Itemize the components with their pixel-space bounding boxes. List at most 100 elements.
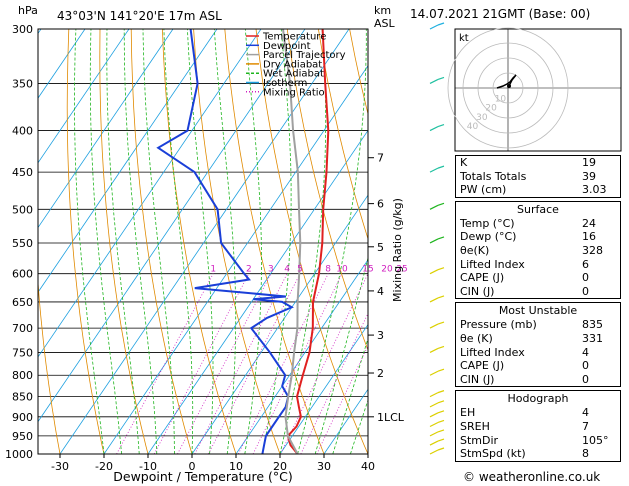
hodo-row: SREH 7 — [460, 419, 589, 433]
mixing-ratio-label: 5 — [297, 265, 303, 275]
dry-adiabat-line — [318, 29, 368, 241]
wind-barb-flag — [437, 410, 445, 414]
wind-barb — [429, 347, 439, 353]
km-tick-label: 1LCL — [377, 411, 405, 424]
pressure-tick-label: 700 — [12, 322, 33, 335]
mixing-ratio-label: 1 — [210, 265, 216, 275]
mixing-ratio-line — [194, 273, 288, 454]
isotherm-line — [103, 65, 368, 454]
series-line-dewpoint — [156, 29, 294, 454]
dry-adiabat-line — [162, 29, 237, 454]
mixing-ratio-label: 3 — [268, 265, 274, 275]
wind-barb — [429, 126, 439, 132]
surface-row: Dewp (°C) 16 — [460, 230, 596, 244]
wind-barb-flag — [437, 295, 445, 299]
mixing-ratio-line — [116, 273, 214, 454]
hodograph-ring — [477, 57, 539, 119]
isotherm-line — [38, 29, 130, 164]
index-row: K 19 — [460, 156, 596, 169]
pressure-tick-label: 350 — [12, 77, 33, 90]
hodograph-ring — [462, 42, 554, 134]
mixing-ratio-line — [237, 273, 329, 454]
wind-barb — [429, 440, 439, 446]
isotherm-line — [147, 129, 368, 454]
wind-barb-flag — [437, 368, 445, 372]
wind-barb-flag — [437, 419, 445, 424]
x-axis-label: Dewpoint / Temperature (°C) — [113, 469, 292, 484]
wind-barb-flag — [437, 76, 445, 80]
wind-barb-flag — [437, 429, 445, 433]
mixing-ratio-line — [300, 312, 368, 454]
hodo-row: EH 4 — [460, 406, 589, 420]
hodograph-ring-label: 10 — [495, 94, 507, 104]
dry-adiabat-line — [38, 277, 61, 454]
legend-entry: Wet Adiabat — [263, 69, 324, 80]
mixing-ratio-line — [177, 273, 272, 454]
wind-barb-flag — [437, 345, 445, 350]
pressure-tick-label: 650 — [12, 296, 33, 309]
wind-barb — [429, 402, 439, 408]
legend-entry: Dewpoint — [263, 41, 311, 52]
surface-row: CAPE (J) 0 — [460, 271, 589, 285]
x-tick-label: 20 — [273, 460, 287, 473]
pressure-tick-label: 600 — [12, 268, 33, 281]
x-tick-label: 30 — [317, 460, 331, 473]
mu-row: CIN (J) 0 — [460, 372, 589, 386]
plot-frame — [37, 28, 369, 455]
wet-adiabat-line — [89, 29, 122, 454]
km-tick-label: 7 — [377, 152, 384, 165]
hodograph-trace — [496, 74, 517, 89]
wind-barb-flag — [437, 236, 445, 240]
km-unit: km — [374, 4, 391, 17]
wind-barb — [429, 238, 439, 244]
mixing-ratio-label: 4 — [284, 265, 290, 275]
wind-barb — [429, 370, 439, 376]
wet-adiabat-line — [163, 29, 194, 454]
asl-unit: ASL — [374, 17, 396, 30]
mixing-ratio-axis-label: Mixing Ratio (g/kg) — [391, 198, 404, 302]
hodograph-ring — [492, 72, 524, 104]
wet-adiabat-line — [350, 398, 368, 454]
wind-barb-flag — [437, 390, 445, 394]
mixing-ratio-line — [316, 344, 368, 454]
surface-row: CIN (J) 0 — [460, 284, 589, 298]
hodograph-unit: kt — [459, 33, 469, 44]
dry-adiabat-line — [66, 29, 105, 454]
pressure-tick-label: 800 — [12, 369, 33, 382]
wet-adiabat-line — [332, 336, 368, 454]
mixing-ratio-label: 15 — [362, 265, 373, 275]
wet-adiabat-line — [262, 29, 292, 454]
most-unstable-table: Most Unstable Pressure (mb) 835 θe (K) 331… — [455, 302, 621, 388]
pressure-tick-label: 1000 — [5, 448, 33, 461]
surface-row: Lifted Index 6 — [460, 257, 589, 271]
wind-barb — [429, 421, 439, 428]
pressure-tick-label: 550 — [12, 237, 33, 250]
wind-barb — [429, 269, 439, 275]
mixing-ratio-line — [280, 273, 368, 454]
hodograph-ring-label: 30 — [476, 113, 488, 123]
legend-entry: Dry Adiabat — [263, 59, 322, 70]
legend-entry: Parcel Trajectory — [263, 50, 346, 61]
pressure-tick-label: 500 — [12, 203, 33, 216]
isotherm-line — [279, 323, 368, 454]
surface-row: θe(K) 328 — [460, 243, 603, 257]
wind-barb — [429, 167, 439, 173]
wind-barb-flag — [437, 22, 445, 26]
copyright-footer: © weatheronline.co.uk — [463, 470, 601, 484]
wind-barb-flag — [437, 202, 445, 206]
pressure-tick-label: 850 — [12, 391, 33, 404]
dry-adiabat-line — [286, 29, 368, 352]
surface-table: Surface Temp (°C) 24 Dewp (°C) 16 θe(K) 328… — [455, 200, 621, 300]
dry-adiabat-line — [130, 29, 193, 454]
km-tick-label: 4 — [377, 285, 384, 298]
wet-adiabat-line — [213, 29, 237, 454]
index-row: Totals Totals 39 — [460, 169, 596, 183]
surface-row: Temp (°C) 24 — [460, 216, 596, 230]
wet-adiabat-line — [297, 29, 367, 454]
km-tick-label: 6 — [377, 198, 384, 211]
isotherm-line — [235, 259, 368, 454]
hodo-row: StmSpd (kt) 8 — [460, 447, 589, 461]
